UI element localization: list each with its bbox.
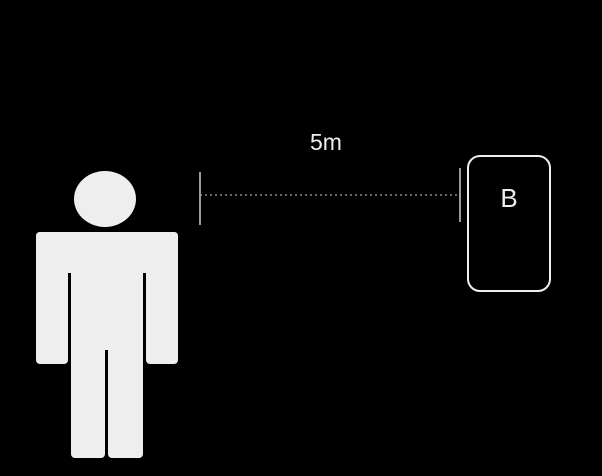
target-box [467,155,551,292]
person-right-arm [146,232,178,364]
person-icon [36,171,178,458]
person-right-leg [108,300,143,458]
distance-label: 5m [310,129,342,155]
target-box-label: B [500,183,518,213]
person-left-leg [71,300,105,458]
person-left-arm [36,232,68,364]
person-head [74,171,136,227]
